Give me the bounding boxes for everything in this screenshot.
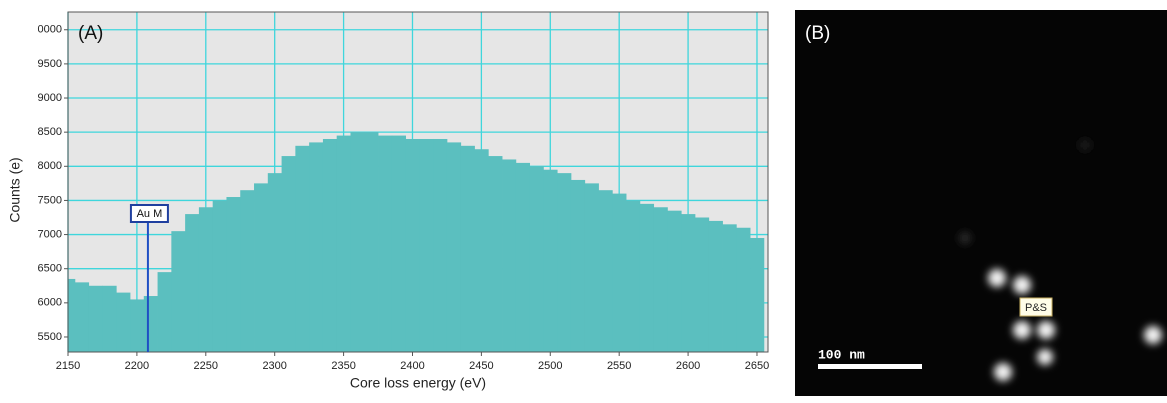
bar bbox=[405, 138, 420, 352]
bar bbox=[474, 149, 489, 352]
bar bbox=[722, 224, 737, 352]
bar bbox=[750, 237, 765, 352]
bar bbox=[557, 173, 572, 352]
x-tick-label: 2450 bbox=[469, 360, 493, 372]
x-axis-label: Core loss energy (eV) bbox=[350, 375, 486, 391]
bar bbox=[336, 135, 351, 352]
image-label: P&S bbox=[1025, 302, 1047, 314]
bar bbox=[143, 296, 158, 352]
bar bbox=[598, 190, 613, 352]
y-tick-label: 8000 bbox=[38, 160, 62, 172]
bar bbox=[419, 138, 434, 352]
bar bbox=[708, 220, 723, 352]
x-tick-label: 2200 bbox=[125, 360, 149, 372]
bar bbox=[267, 173, 282, 352]
y-tick-label: 7000 bbox=[38, 228, 62, 240]
bar bbox=[502, 159, 517, 352]
panel-label: (A) bbox=[78, 23, 103, 44]
x-tick-label: 2600 bbox=[676, 360, 700, 372]
bar bbox=[116, 292, 131, 352]
y-tick-label: 5500 bbox=[38, 331, 62, 343]
bar bbox=[653, 207, 668, 352]
y-tick-label: 0000 bbox=[38, 24, 62, 36]
bar bbox=[694, 217, 710, 352]
bar bbox=[543, 169, 558, 352]
micrograph: (B) 100 nm P&S bbox=[795, 10, 1167, 396]
x-tick-label: 2250 bbox=[194, 360, 218, 372]
panel-label: (B) bbox=[805, 23, 830, 44]
y-axis-label: Counts (e) bbox=[7, 157, 23, 222]
bar bbox=[74, 282, 90, 352]
bar bbox=[391, 135, 406, 352]
bar bbox=[570, 179, 586, 352]
bar bbox=[681, 214, 696, 352]
y-tick-label: 6500 bbox=[38, 263, 62, 275]
bar bbox=[322, 138, 338, 352]
x-tick-label: 2650 bbox=[745, 360, 769, 372]
bar bbox=[460, 145, 475, 352]
x-tick-label: 2150 bbox=[56, 360, 80, 372]
particles bbox=[959, 139, 1162, 381]
y-tick-label: 6000 bbox=[38, 297, 62, 309]
bar bbox=[281, 156, 296, 352]
y-tick-label: 9000 bbox=[38, 92, 62, 104]
bar bbox=[171, 231, 186, 352]
x-tick-label: 2500 bbox=[538, 360, 562, 372]
label-box bbox=[1019, 297, 1053, 317]
bar bbox=[198, 207, 214, 352]
annotation-label: Au M bbox=[137, 208, 163, 220]
bar bbox=[185, 214, 200, 352]
bar bbox=[130, 299, 145, 352]
bar bbox=[364, 132, 379, 352]
bar bbox=[309, 142, 324, 352]
spectrum bbox=[68, 132, 765, 352]
bar bbox=[212, 200, 227, 352]
bar bbox=[350, 132, 365, 352]
plot-frame bbox=[67, 11, 769, 353]
bar bbox=[226, 197, 241, 352]
y-tick-label: 7500 bbox=[38, 194, 62, 206]
scale-bar bbox=[818, 364, 922, 369]
bar bbox=[295, 145, 310, 352]
image-background bbox=[795, 10, 1167, 396]
x-tick-label: 2300 bbox=[262, 360, 286, 372]
bar bbox=[68, 278, 76, 352]
annotation-box bbox=[129, 204, 169, 223]
bar bbox=[433, 138, 448, 352]
bar bbox=[102, 285, 117, 352]
bar bbox=[639, 203, 655, 352]
bar bbox=[515, 162, 531, 352]
bar bbox=[88, 285, 103, 352]
bar bbox=[378, 135, 393, 352]
bar bbox=[736, 227, 751, 352]
x-tick-label: 2550 bbox=[607, 360, 631, 372]
bar bbox=[612, 193, 627, 352]
bar bbox=[667, 210, 682, 352]
y-tick-label: 8500 bbox=[38, 126, 62, 138]
y-tick-label: 9500 bbox=[38, 58, 62, 70]
bar bbox=[584, 183, 599, 352]
bar bbox=[529, 166, 544, 352]
bar bbox=[157, 272, 172, 352]
bar bbox=[626, 200, 641, 352]
bar bbox=[446, 142, 462, 352]
x-tick-label: 2350 bbox=[331, 360, 355, 372]
scale-label: 100 nm bbox=[818, 347, 865, 362]
bar bbox=[240, 190, 255, 352]
bar bbox=[488, 156, 503, 352]
x-tick-label: 2400 bbox=[400, 360, 424, 372]
bar bbox=[254, 183, 269, 352]
axes: 5500 6000 6500 7000 7500 8000 8500 9000 9500 0000… bbox=[38, 24, 770, 372]
